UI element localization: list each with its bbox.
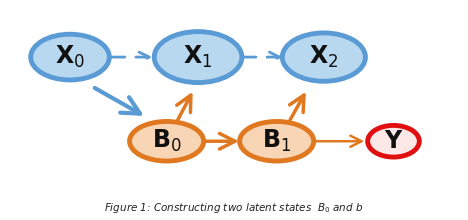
Text: $\mathbf{B}_1$: $\mathbf{B}_1$ (262, 128, 291, 154)
Text: $\mathbf{X}_2$: $\mathbf{X}_2$ (309, 44, 338, 70)
Text: Figure 1: Constructing two latent states  $B_0$ and $b$: Figure 1: Constructing two latent states… (104, 201, 364, 215)
Text: $\mathbf{B}_0$: $\mathbf{B}_0$ (152, 128, 182, 154)
Ellipse shape (368, 125, 419, 157)
Ellipse shape (154, 32, 242, 82)
Ellipse shape (31, 34, 110, 80)
Ellipse shape (282, 33, 366, 81)
Ellipse shape (240, 121, 314, 161)
Text: $\mathbf{X}_1$: $\mathbf{X}_1$ (183, 44, 213, 70)
Text: $\mathbf{Y}$: $\mathbf{Y}$ (384, 129, 403, 153)
Ellipse shape (130, 121, 204, 161)
Text: $\mathbf{X}_0$: $\mathbf{X}_0$ (55, 44, 85, 70)
